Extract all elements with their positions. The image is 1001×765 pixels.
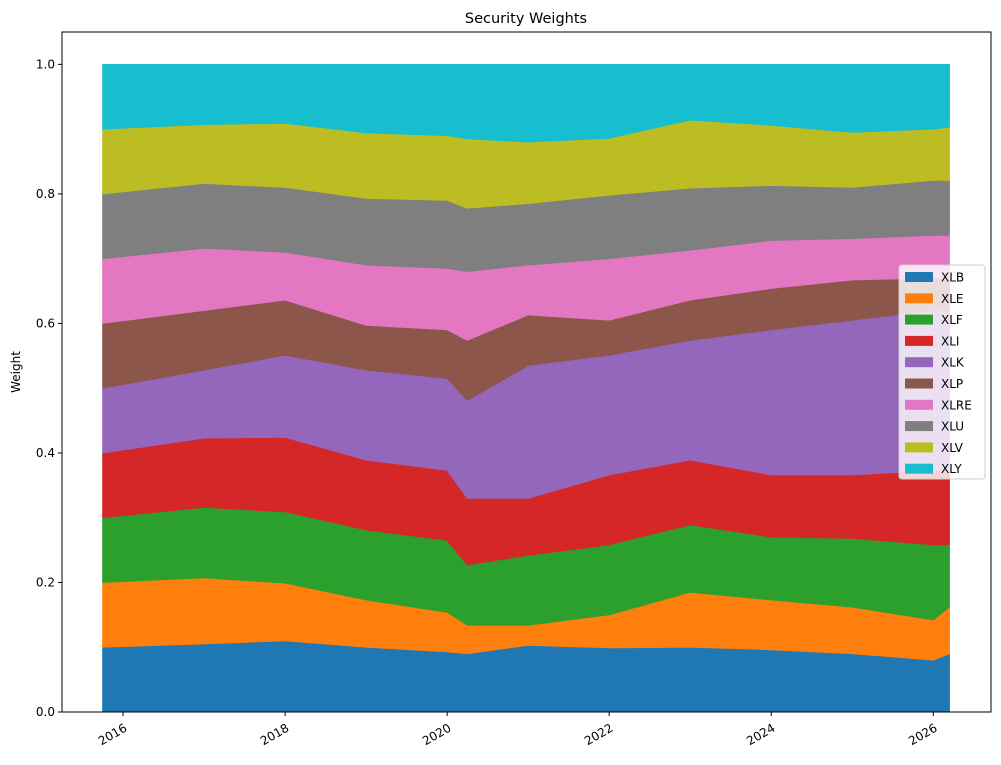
x-axis: 2016 2018 2020 2022 2024 2026	[96, 712, 940, 748]
legend-label-xli: XLI	[941, 334, 959, 348]
plot-frame	[61, 31, 992, 713]
legend-label-xly: XLY	[941, 462, 962, 476]
legend: XLB XLE XLF XLI XLK XLP XLRE XLU XLV XLY	[898, 264, 986, 480]
legend-label-xlf: XLF	[941, 313, 963, 327]
y-tick-label: 0.4	[36, 446, 55, 460]
legend-label-xlre: XLRE	[941, 398, 972, 412]
y-tick-label: 1.0	[36, 57, 55, 71]
legend-swatch-xlp	[905, 378, 933, 389]
legend-label-xlu: XLU	[941, 420, 964, 434]
y-tick-label: 0.6	[36, 316, 55, 330]
legend-swatch-xlu	[905, 421, 933, 432]
x-tick-label: 2016	[96, 721, 129, 748]
x-tick-label: 2026	[906, 721, 939, 748]
legend-swatch-xli	[905, 335, 933, 346]
legend-swatch-xlf	[905, 314, 933, 325]
legend-swatch-xlv	[905, 442, 933, 453]
x-tick-label: 2022	[582, 721, 615, 748]
legend-swatch-xlk	[905, 357, 933, 368]
legend-swatch-xlre	[905, 399, 933, 410]
x-tick-label: 2024	[744, 721, 777, 748]
legend-label-xlk: XLK	[941, 356, 965, 370]
legend-label-xle: XLE	[941, 292, 964, 306]
area-xly	[102, 64, 950, 143]
x-tick-label: 2020	[420, 721, 453, 748]
y-tick-label: 0.0	[36, 705, 55, 719]
legend-swatch-xlb	[905, 272, 933, 282]
legend-swatch-xle	[905, 293, 933, 304]
areas	[102, 64, 950, 713]
legend-swatch-xly	[905, 463, 933, 474]
chart-title: Security Weights	[465, 11, 587, 27]
legend-label-xlp: XLP	[941, 377, 963, 391]
x-tick-label: 2018	[258, 721, 291, 748]
legend-label-xlb: XLB	[941, 271, 964, 285]
y-axis: 0.0 0.2 0.4 0.6 0.8 1.0	[36, 57, 62, 719]
y-axis-label: Weight	[9, 351, 23, 393]
y-tick-label: 0.8	[36, 187, 55, 201]
y-tick-label: 0.2	[36, 575, 55, 589]
legend-label-xlv: XLV	[941, 441, 964, 455]
